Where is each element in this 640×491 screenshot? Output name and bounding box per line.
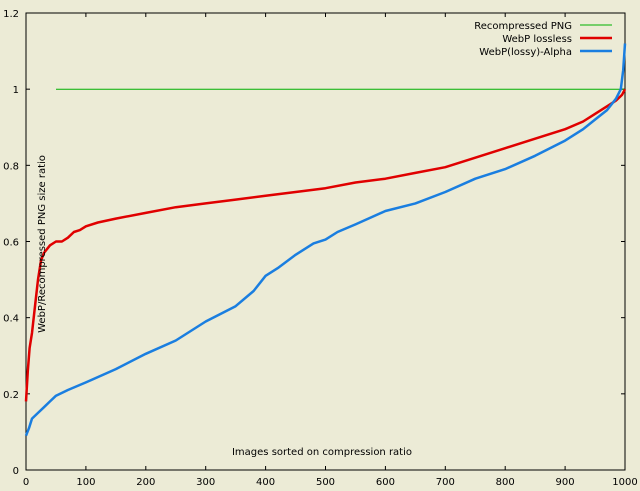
- series-line-3: [24, 43, 627, 437]
- x-tick-label: 300: [196, 477, 215, 488]
- x-tick-label: 500: [316, 477, 335, 488]
- y-tick-label: 0.2: [3, 390, 19, 401]
- y-tick-label: 0.4: [3, 314, 19, 325]
- series-line-2: [24, 88, 627, 402]
- x-tick-label: 400: [256, 477, 275, 488]
- x-tick-label: 200: [136, 477, 155, 488]
- y-tick-label: 0.8: [3, 161, 19, 172]
- legend-label: WebP lossless: [502, 34, 572, 45]
- plot-frame: [25, 12, 626, 471]
- y-tick-label: 0.6: [3, 238, 19, 249]
- plot-axes: 0 100 200 300 400 500 600 700 800 900 1000 0 0.2 0.4 0…: [3, 9, 638, 488]
- x-tick-label: 700: [436, 477, 455, 488]
- x-tick-label: 0: [23, 477, 29, 488]
- legend: Recompressed PNG WebP lossless WebP(lossy)…: [474, 21, 612, 58]
- x-tick-label: 900: [556, 477, 575, 488]
- x-tick-label: 100: [76, 477, 95, 488]
- y-tick-label: 1: [13, 85, 19, 96]
- legend-label: Recompressed PNG: [474, 21, 572, 32]
- legend-label: WebP(lossy)-Alpha: [479, 47, 572, 58]
- y-tick-label: 0: [13, 466, 19, 477]
- y-axis-label: WebP/Recompressed PNG size ratio: [37, 155, 48, 333]
- x-tick-label: 1000: [612, 477, 637, 488]
- plot-series: [24, 43, 627, 437]
- x-axis-label: Images sorted on compression ratio: [232, 447, 412, 458]
- x-tick-label: 800: [496, 477, 515, 488]
- y-tick-label: 1.2: [3, 9, 19, 20]
- x-tick-label: 600: [376, 477, 395, 488]
